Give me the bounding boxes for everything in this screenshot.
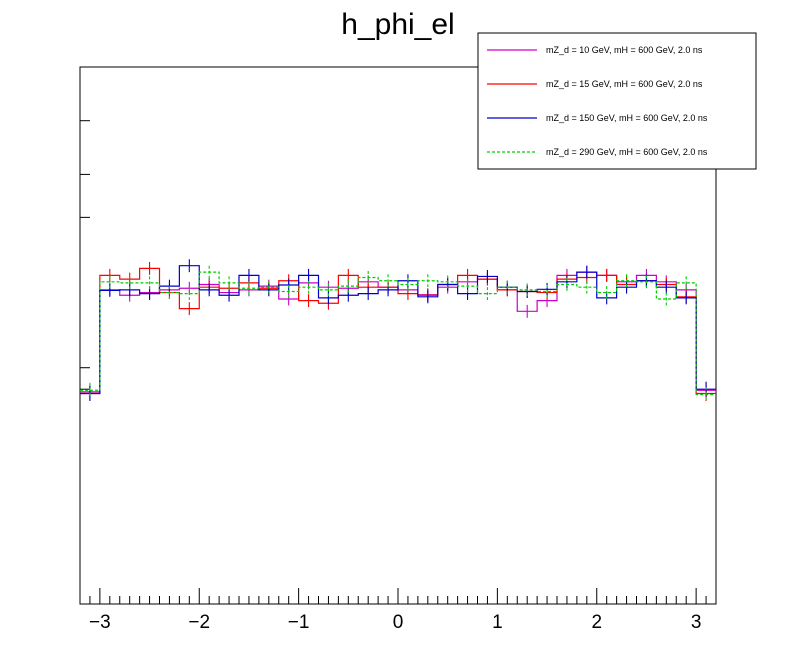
x-tick-label: −3 [89,612,111,633]
legend-label: mZ_d = 290 GeV, mH = 600 GeV, 2.0 ns [546,147,708,157]
series-layer [80,259,716,403]
legend-label: mZ_d = 150 GeV, mH = 600 GeV, 2.0 ns [546,113,708,123]
x-tick-label: 0 [393,612,404,633]
legend-label: mZ_d = 10 GeV, mH = 600 GeV, 2.0 ns [546,45,703,55]
x-tick-label: 3 [691,612,702,633]
legend-box [477,32,757,170]
y-axis [80,120,90,390]
series-3 [80,259,716,402]
x-tick-label: −1 [288,612,310,633]
legend-label: mZ_d = 15 GeV, mH = 600 GeV, 2.0 ns [546,79,703,89]
x-tick-label: 1 [492,612,503,633]
legend: mZ_d = 10 GeV, mH = 600 GeV, 2.0 ns mZ_d … [477,32,757,170]
series-4 [80,265,716,403]
x-tick-label: 2 [591,612,602,633]
series-step-line [80,267,716,395]
series-step-line [80,271,716,396]
x-axis: −3 −2 −1 0 1 2 3 [79,588,717,633]
x-tick-label: −2 [188,612,210,633]
chart-title: h_phi_el [341,8,454,41]
